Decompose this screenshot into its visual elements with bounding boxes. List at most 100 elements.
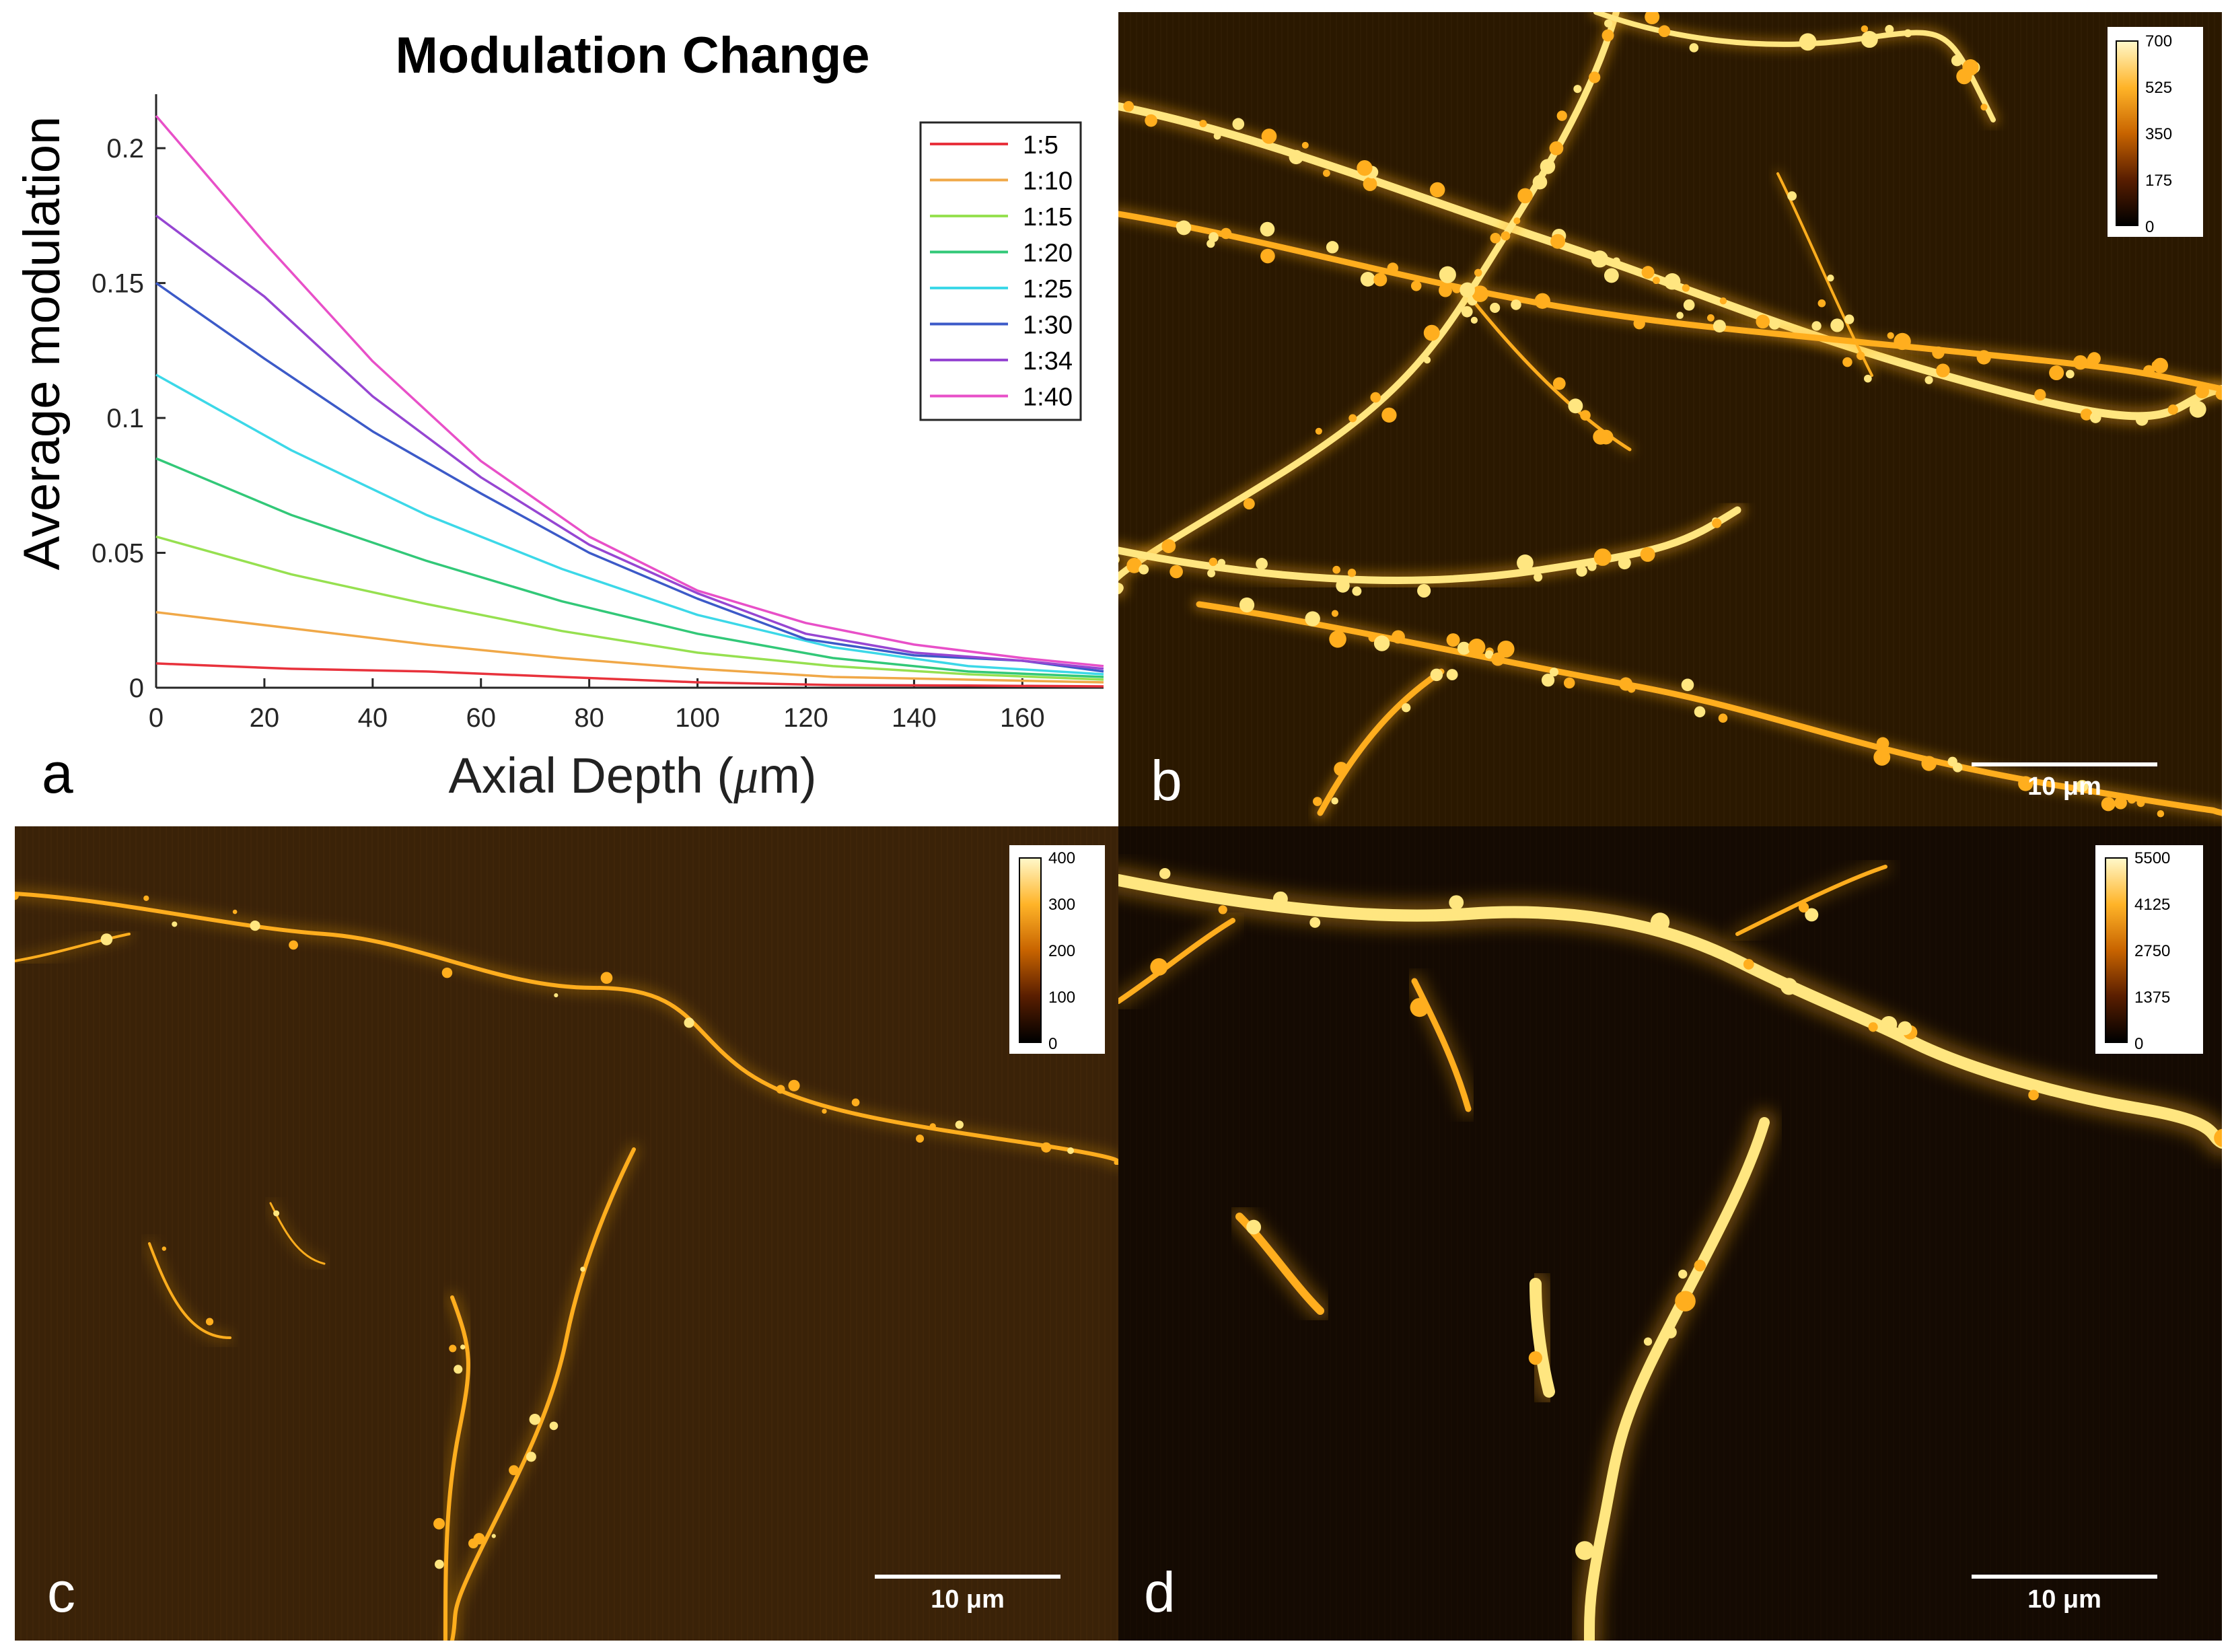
colorbar-b-tick: 525	[2145, 79, 2173, 97]
dendritic-spine	[1904, 29, 1912, 38]
dendritic-spine	[1301, 141, 1309, 149]
dendritic-spine	[1932, 346, 1945, 359]
dendritic-spine	[1410, 281, 1422, 291]
chart-tick-labels: 0 20 40 60 80 100 120 140 160 0 0.05 0.1 0.15 0.2	[92, 134, 1045, 733]
dendritic-spine	[1575, 1541, 1595, 1560]
dendritic-spine	[1718, 713, 1728, 723]
dendritic-spine	[1580, 410, 1591, 421]
dendritic-spine	[1457, 641, 1471, 655]
dendritic-spine	[1694, 706, 1706, 718]
dendritic-spine	[1511, 299, 1521, 310]
dendritic-spine	[1830, 318, 1844, 332]
dendritic-spine	[1811, 321, 1822, 331]
dendritic-spine	[1678, 1269, 1688, 1279]
dendritic-spine	[1370, 392, 1381, 403]
neurite	[450, 1147, 636, 1641]
colorbar-d-tick: 2750	[2134, 942, 2171, 960]
x-tick-label: 80	[574, 703, 604, 733]
dendritic-spine	[161, 1246, 167, 1251]
dendritic-spine	[1556, 110, 1567, 121]
dendritic-spine	[1618, 556, 1631, 570]
dendritic-spine	[1947, 756, 1957, 767]
dendritic-spine	[1326, 241, 1339, 254]
dendritic-spine	[1209, 557, 1218, 567]
dendritic-spine	[929, 1123, 936, 1130]
dendritic-spine	[2089, 412, 2101, 423]
dendritic-spine	[2034, 389, 2046, 401]
dendritic-spine	[2127, 795, 2136, 804]
dendritic-spine	[1208, 232, 1219, 242]
dendritic-spine	[1768, 318, 1780, 330]
dendritic-spine	[1604, 268, 1619, 283]
dendritic-spine	[1856, 351, 1865, 360]
dendritic-spine	[1352, 586, 1362, 596]
legend-label: 1:34	[1023, 347, 1073, 375]
dendritic-spine	[1640, 546, 1655, 562]
dendritic-spine	[1423, 356, 1431, 364]
dendritic-spine	[1497, 640, 1515, 658]
y-tick-label: 0	[129, 674, 144, 703]
dendritic-spine	[1315, 427, 1322, 435]
legend-label: 1:10	[1023, 168, 1073, 196]
dendritic-spine	[1145, 114, 1157, 127]
dendritic-spine	[1387, 262, 1399, 274]
dendritic-spine	[1743, 959, 1754, 970]
legend-label: 1:5	[1023, 131, 1058, 159]
dendritic-spine	[1430, 668, 1443, 682]
dendritic-spine	[1576, 565, 1587, 577]
neurite	[1735, 865, 1887, 936]
dendritic-spine	[468, 1538, 478, 1549]
neurite	[1317, 668, 1445, 816]
dendritic-spine	[1798, 902, 1809, 913]
dendritic-spine	[1868, 1022, 1878, 1032]
dendritic-spine	[1449, 895, 1464, 910]
dendritic-spine	[1936, 363, 1950, 378]
neurite	[1411, 978, 1472, 1112]
dendritic-spine	[1347, 569, 1357, 577]
x-tick-label: 0	[149, 703, 164, 733]
dendritic-spine	[509, 1465, 519, 1476]
dendritic-spine	[1513, 217, 1521, 225]
dendritic-spine	[1549, 668, 1559, 677]
dendritic-spine	[289, 940, 298, 950]
dendritic-spine	[1363, 177, 1377, 191]
dendritic-spine	[172, 921, 178, 927]
colorbar-c-tick: 400	[1048, 849, 1076, 867]
dendritic-spine	[1658, 25, 1671, 38]
neurite	[1118, 102, 2222, 421]
x-axis-label: Axial Depth (μm)	[448, 748, 816, 804]
dendritic-spine	[1675, 1291, 1696, 1312]
dendritic-spine	[1410, 998, 1429, 1017]
dendritic-spine	[1329, 631, 1346, 648]
dendritic-spine	[1591, 250, 1608, 268]
dendritic-spine	[1373, 273, 1388, 287]
dendritic-spine	[916, 1135, 925, 1143]
dendritic-spine	[1239, 597, 1255, 613]
dendritic-spine	[2214, 1128, 2222, 1147]
dendritic-spine	[2114, 796, 2127, 810]
dendritic-spine	[1161, 539, 1176, 553]
dendritic-spine	[1199, 120, 1207, 128]
dendritic-spine	[1451, 283, 1462, 293]
colorbar-d: 5500 4125 2750 1375 0	[2095, 845, 2203, 1054]
dendritic-spine	[1517, 188, 1533, 204]
scalebar-label-c: 10 μm	[931, 1585, 1005, 1614]
neurite	[1529, 1278, 1555, 1398]
dendritic-spine	[1041, 1142, 1052, 1153]
dendritic-spine	[1633, 318, 1645, 330]
dendritic-spine	[1619, 677, 1633, 691]
colorbar-b: 700 525 350 175 0	[2108, 27, 2203, 237]
dendritic-spine	[1682, 284, 1690, 292]
colorbar-d-tick: 5500	[2134, 849, 2171, 867]
dendritic-spine	[1446, 633, 1460, 647]
dendritic-spine	[2018, 776, 2033, 791]
dendritic-spine	[1381, 407, 1397, 423]
panel-letter-c: c	[47, 1560, 75, 1624]
dendritic-spine	[554, 993, 559, 998]
dendritic-spine	[1207, 569, 1216, 577]
dendritic-spine	[1924, 375, 1933, 384]
neurite	[1584, 1117, 1770, 1641]
dendritic-spine	[1176, 221, 1186, 231]
x-axis-label-mu: μ	[733, 749, 758, 804]
panel-letter-b: b	[1151, 749, 1182, 812]
